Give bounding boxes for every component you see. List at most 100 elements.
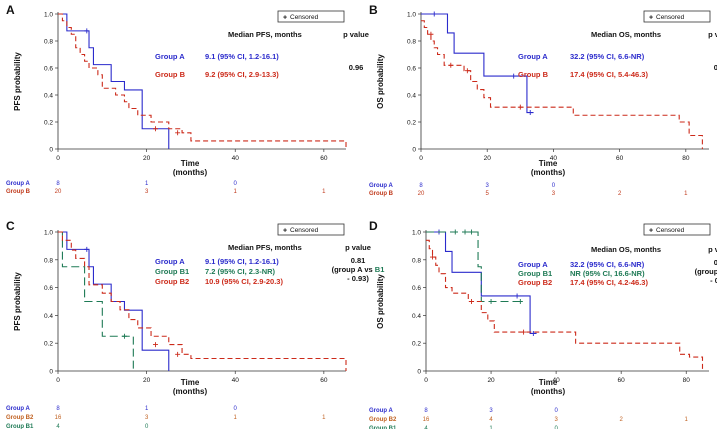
pvalue-text: 0.45 xyxy=(714,258,717,267)
risk-count: 8 xyxy=(419,183,423,189)
y-tick-label: 0.2 xyxy=(44,341,53,348)
y-tick-label: 0.8 xyxy=(407,39,416,46)
risk-count: 0 xyxy=(145,424,149,429)
censor-mark xyxy=(464,68,470,74)
risk-row-label: Group A xyxy=(6,181,30,187)
legend-censor-symbol: + xyxy=(649,15,653,22)
risk-count: 5 xyxy=(486,191,490,197)
pvalue-header: p value xyxy=(345,243,371,252)
median-row-value: 9.2 (95% CI, 2.9-13.3) xyxy=(205,70,279,79)
median-row-group: Group B1 xyxy=(155,267,189,276)
y-tick-label: 1.0 xyxy=(44,230,53,237)
risk-row-label: Group B2 xyxy=(369,417,397,423)
panel-label: C xyxy=(6,219,15,233)
risk-count: 1 xyxy=(145,406,149,412)
km-curve-group-b xyxy=(58,13,347,149)
x-tick-label: 0 xyxy=(56,155,60,162)
risk-count: 1 xyxy=(489,426,493,429)
risk-count: 3 xyxy=(489,408,493,414)
risk-count: 2 xyxy=(620,417,624,423)
median-row-group: Group B xyxy=(155,70,186,79)
legend-box xyxy=(277,223,345,236)
x-tick-label: 0 xyxy=(56,377,60,384)
censor-mark xyxy=(84,246,90,252)
median-row-group: Group A xyxy=(155,52,185,61)
x-tick-label: 20 xyxy=(487,377,495,384)
risk-count: 3 xyxy=(486,183,490,189)
x-tick-label: 20 xyxy=(484,155,492,162)
median-row-value: 17.4 (95% CI, 4.2-46.3) xyxy=(570,278,648,287)
risk-row-label: Group B1 xyxy=(6,424,34,429)
risk-count: 3 xyxy=(145,415,149,421)
risk-count: 20 xyxy=(55,189,62,195)
y-tick-label: 0.6 xyxy=(44,66,53,73)
median-header: Median OS, months xyxy=(591,30,661,39)
median-row-value: 9.1 (95% CI, 1.2-16.1) xyxy=(205,257,279,266)
risk-row-label: Group B xyxy=(6,189,31,195)
x-tick-label: 40 xyxy=(232,155,240,162)
x-tick-label: 0 xyxy=(424,377,428,384)
risk-count: 1 xyxy=(685,417,689,423)
legend-censor-symbol: + xyxy=(283,15,287,22)
pvalue-text: - 0.93) xyxy=(347,274,369,283)
pvalue-text: (group A vs B1 xyxy=(332,265,385,274)
median-header: Median PFS, months xyxy=(228,243,302,252)
median-row-value: 9.1 (95% CI, 1.2-16.1) xyxy=(205,52,279,61)
median-row-value: 7.2 (95% CI, 2.3-NR) xyxy=(205,267,276,276)
risk-count: 1 xyxy=(234,415,238,421)
x-axis-title-unit: (months) xyxy=(531,387,566,396)
y-axis-title: OS probability xyxy=(376,274,385,329)
x-axis-title: Time xyxy=(181,159,200,168)
legend-label: Censored xyxy=(656,227,685,234)
legend-box xyxy=(277,10,345,23)
km-curve-group-b1 xyxy=(426,231,524,303)
legend-censor-symbol: + xyxy=(283,228,287,235)
panel-label: D xyxy=(369,219,378,233)
x-tick-label: 60 xyxy=(320,377,328,384)
censor-mark xyxy=(517,104,523,110)
risk-count: 4 xyxy=(424,426,428,429)
risk-count: 4 xyxy=(56,424,60,429)
y-axis-title: PFS probability xyxy=(13,52,22,111)
y-tick-label: 0 xyxy=(417,369,421,376)
y-tick-label: 1.0 xyxy=(407,12,416,19)
censor-mark xyxy=(469,229,475,235)
km-curve-group-b xyxy=(421,20,703,149)
y-tick-label: 0.4 xyxy=(44,93,53,100)
median-row-value: 17.4 (95% CI, 5.4-46.3) xyxy=(570,70,648,79)
panel-label: A xyxy=(6,3,15,17)
legend-censor-symbol: + xyxy=(649,228,653,235)
legend-box xyxy=(643,223,711,236)
median-row-group: Group A xyxy=(155,257,185,266)
censor-mark xyxy=(514,293,520,299)
x-axis-title: Time xyxy=(539,159,558,168)
risk-count: 8 xyxy=(56,181,60,187)
x-axis-title-unit: (months) xyxy=(173,387,208,396)
x-tick-label: 40 xyxy=(232,377,240,384)
pvalue-header: p value xyxy=(708,30,717,39)
legend-label: Censored xyxy=(290,227,319,234)
y-tick-label: 1.0 xyxy=(412,230,421,237)
risk-count: 0 xyxy=(552,183,556,189)
risk-count: 16 xyxy=(55,415,62,421)
median-row-value: 32.2 (95% CI, 6.6-NR) xyxy=(570,260,645,269)
y-axis-title: OS probability xyxy=(376,54,385,109)
y-tick-label: 0.8 xyxy=(44,257,53,264)
median-row-value: NR (95% CI, 16.6-NR) xyxy=(570,269,645,278)
x-tick-label: 0 xyxy=(419,155,423,162)
risk-count: 2 xyxy=(618,191,622,197)
median-row-group: Group B1 xyxy=(518,269,552,278)
censor-mark xyxy=(469,299,475,304)
risk-count: 8 xyxy=(424,408,428,414)
censor-mark xyxy=(175,351,181,357)
censor-mark xyxy=(431,11,437,17)
y-tick-label: 0.8 xyxy=(44,39,53,46)
x-tick-label: 40 xyxy=(552,377,560,384)
censor-mark xyxy=(152,342,158,348)
y-tick-label: 0.2 xyxy=(44,120,53,127)
risk-row-label: Group B1 xyxy=(369,426,397,429)
censor-mark xyxy=(428,31,434,37)
median-header: Median OS, months xyxy=(591,245,661,254)
